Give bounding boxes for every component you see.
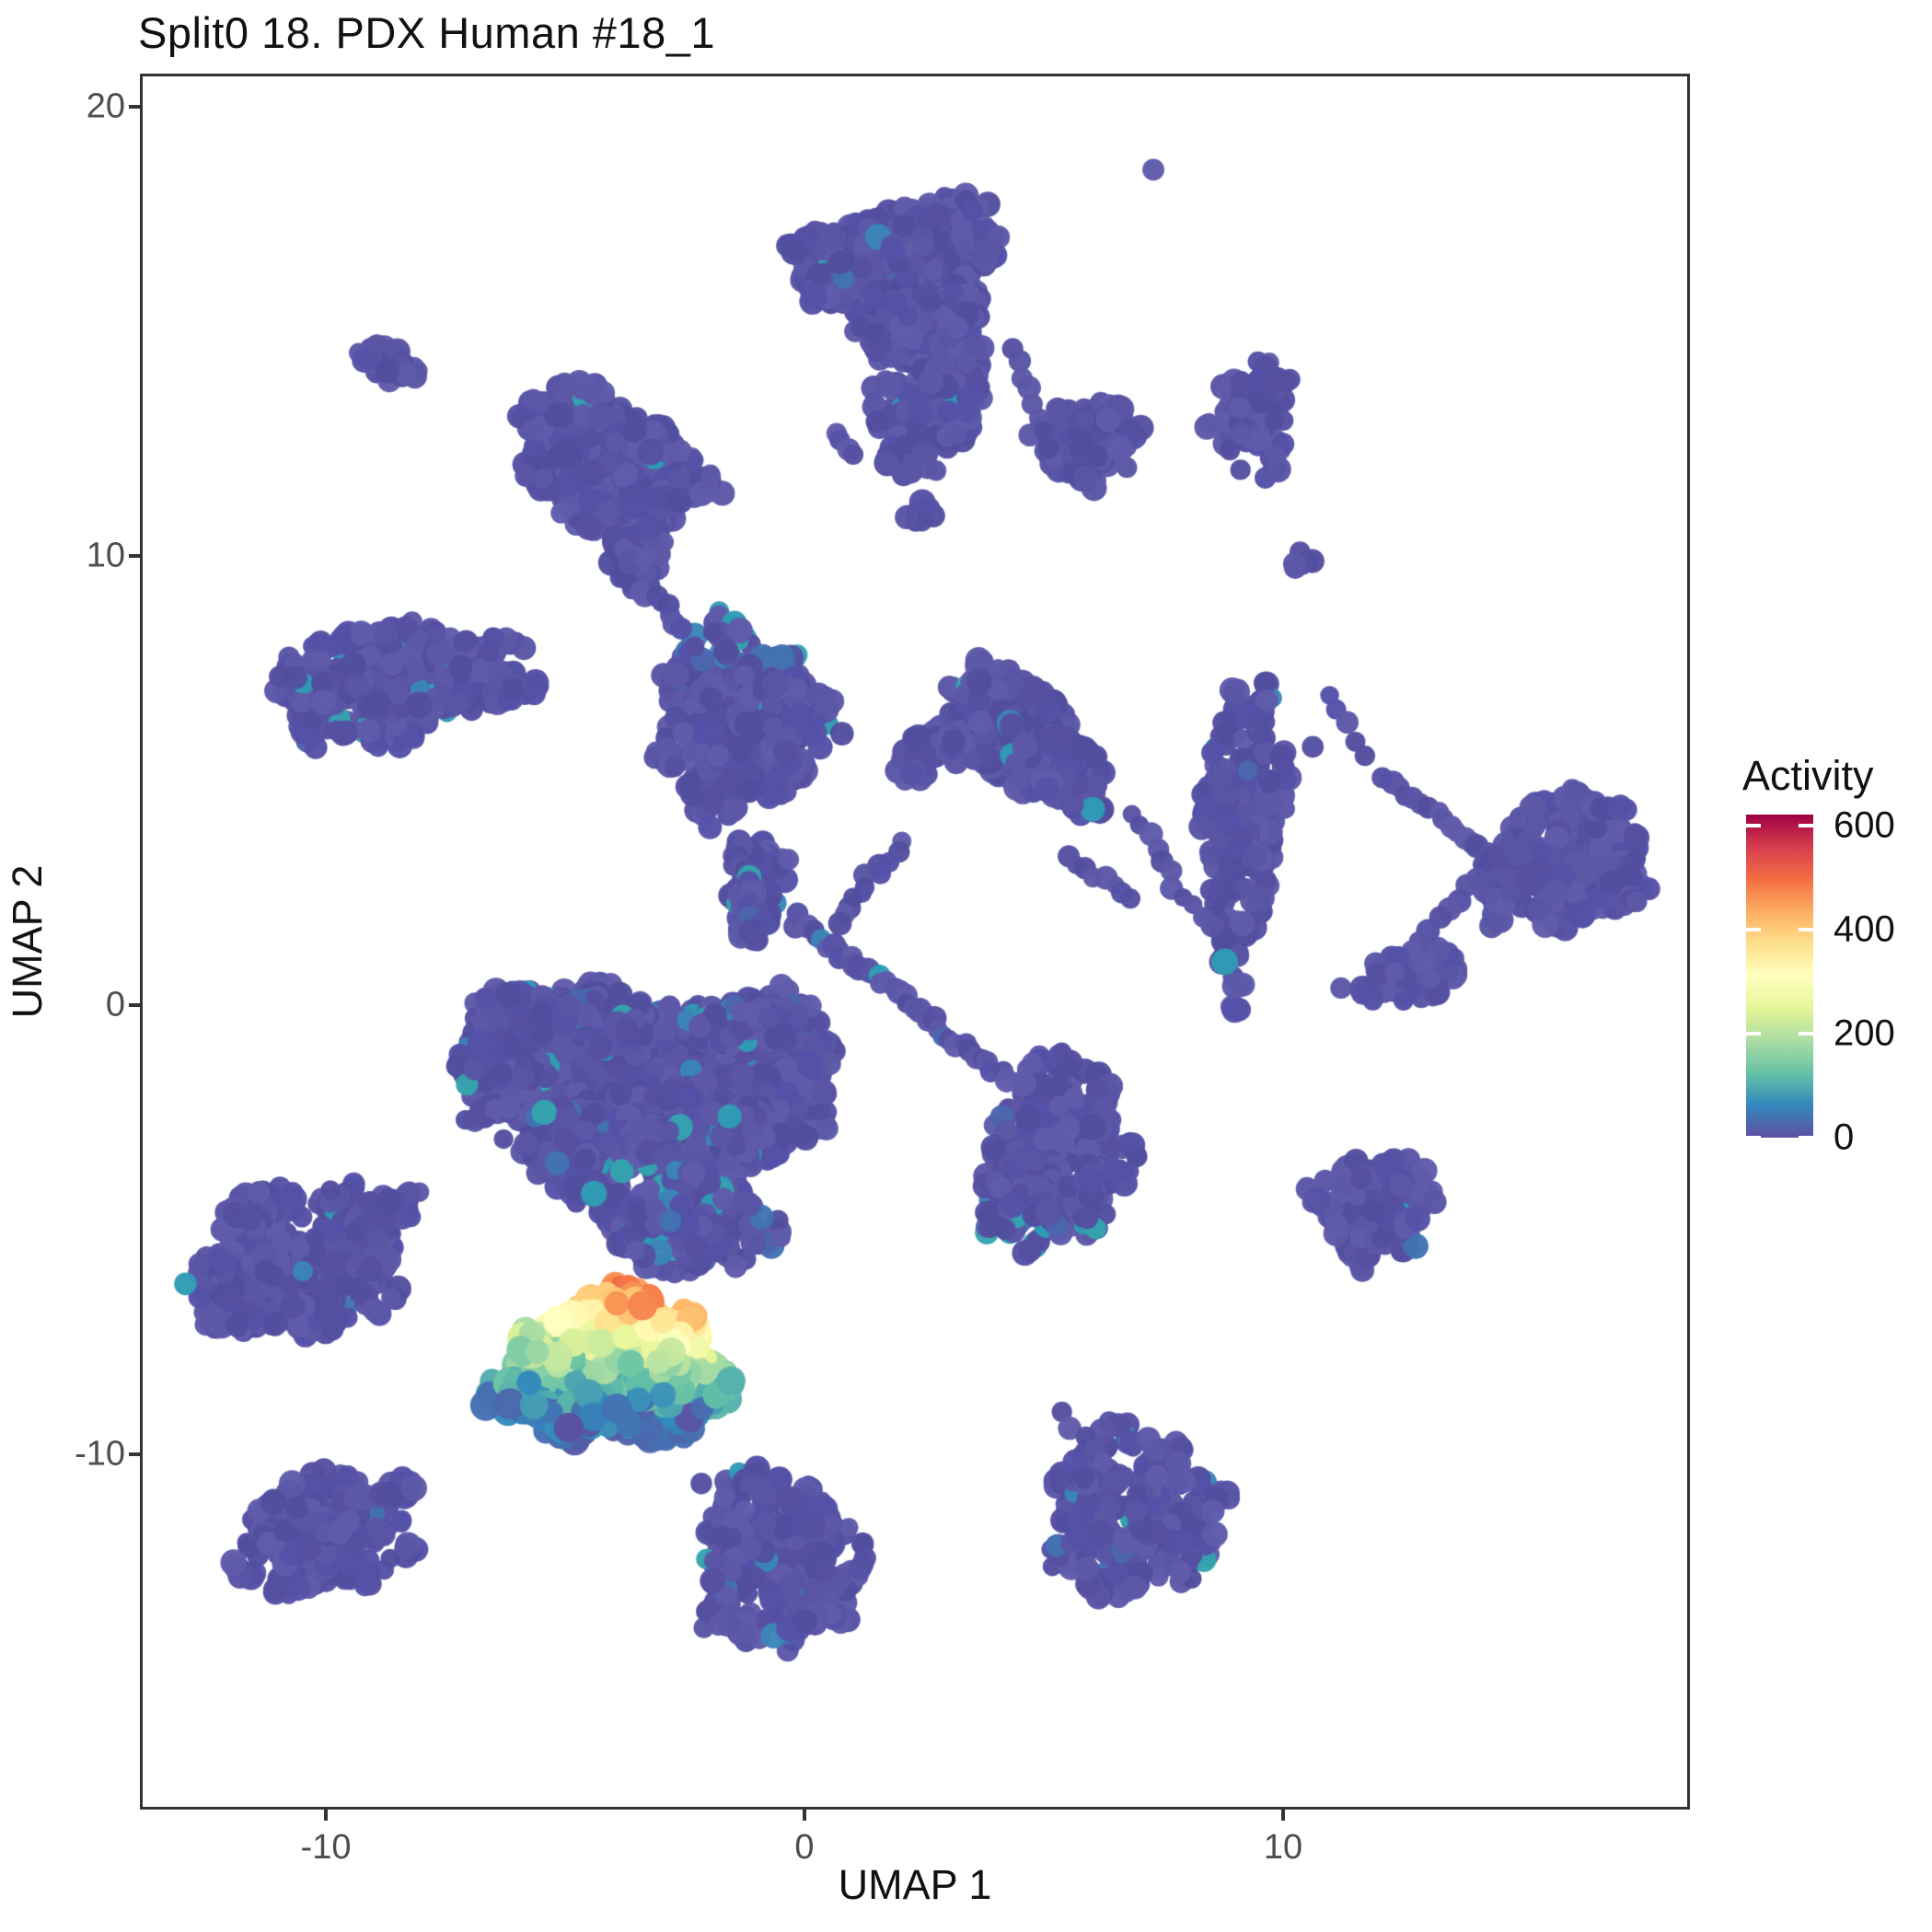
legend-tick-mark — [1799, 928, 1813, 931]
x-tick-mark — [324, 1810, 328, 1821]
legend-title: Activity — [1742, 752, 1874, 799]
y-tick-mark — [129, 1452, 140, 1456]
y-tick-label: 10 — [86, 536, 125, 575]
y-tick-label: 0 — [105, 985, 125, 1024]
y-tick-label: 20 — [86, 87, 125, 126]
x-tick-label: 10 — [1263, 1828, 1303, 1867]
x-tick-mark — [1281, 1810, 1285, 1821]
legend-tick-mark — [1799, 1136, 1813, 1140]
chart-title: Split0 18. PDX Human #18_1 — [138, 8, 715, 57]
legend-tick-mark — [1746, 824, 1761, 827]
y-tick-mark — [129, 554, 140, 558]
legend-tick-mark — [1746, 1032, 1761, 1035]
y-tick-mark — [129, 1003, 140, 1007]
x-tick-mark — [803, 1810, 806, 1821]
legend-tick-mark — [1746, 1136, 1761, 1140]
legend-tick-label: 0 — [1834, 1116, 1855, 1158]
legend-tick-label: 400 — [1834, 908, 1895, 950]
x-tick-label: -10 — [300, 1828, 352, 1867]
y-tick-label: -10 — [75, 1434, 125, 1474]
legend-tick-mark — [1799, 824, 1813, 827]
legend-tick-mark — [1746, 928, 1761, 931]
x-axis-title: UMAP 1 — [838, 1861, 992, 1908]
plot-panel — [140, 74, 1690, 1810]
x-tick-label: 0 — [794, 1828, 815, 1867]
legend-tick-label: 200 — [1834, 1012, 1895, 1054]
legend-colorbar — [1746, 815, 1813, 1138]
y-axis-title: UMAP 2 — [4, 864, 51, 1019]
y-tick-mark — [129, 105, 140, 109]
legend-tick-label: 600 — [1834, 804, 1895, 846]
legend-tick-mark — [1799, 1032, 1813, 1035]
